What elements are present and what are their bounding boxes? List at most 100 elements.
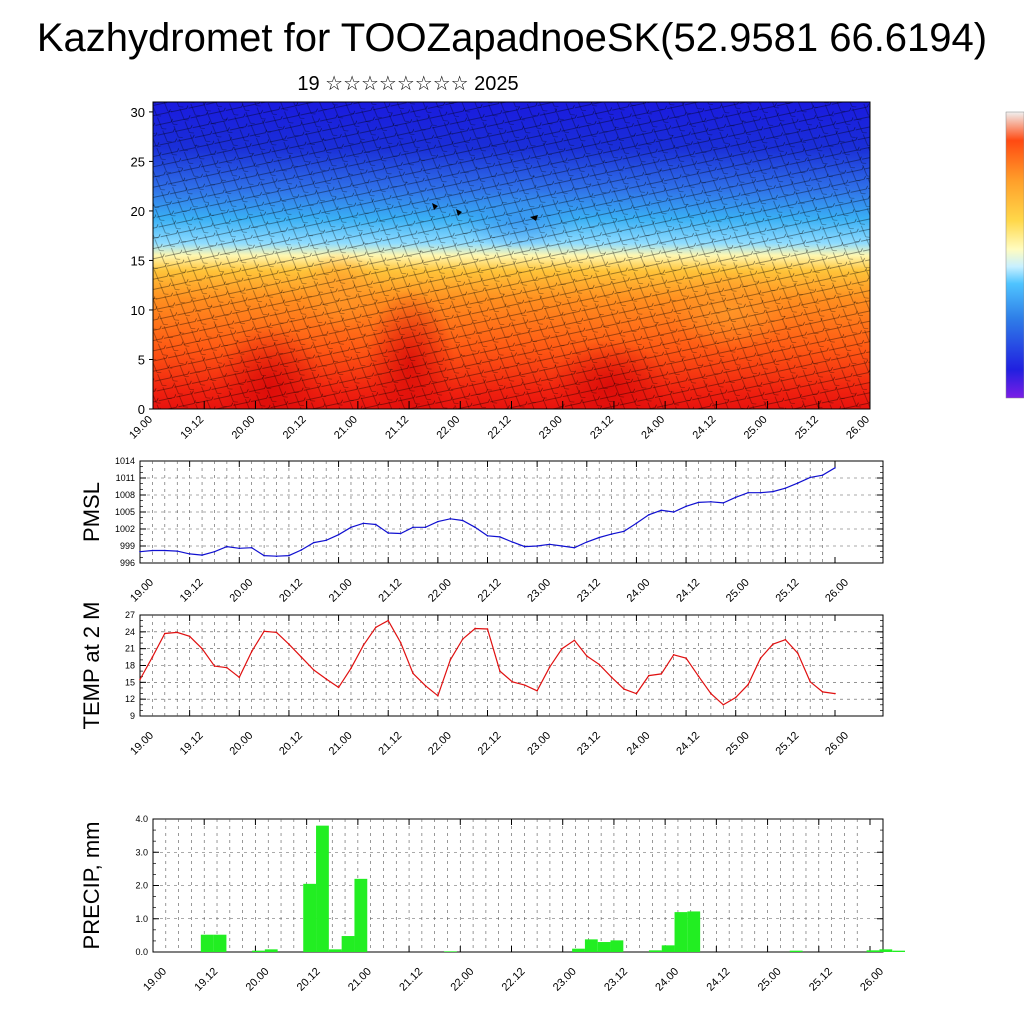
pmsl-y-tick-label: 996 (120, 558, 135, 568)
temp-x-tick-label: 20.00 (227, 730, 255, 758)
pmsl-x-tick-label: 22.12 (476, 577, 504, 605)
pmsl-point (772, 490, 774, 493)
temp-point (325, 678, 327, 680)
pmsl-point (784, 487, 787, 490)
temp-point (610, 676, 613, 679)
precip-x-tick-label: 20.12 (295, 966, 323, 994)
precip-bar (264, 949, 278, 952)
temp-y-tick-label: 27 (125, 610, 135, 620)
cross-section-panel (152, 101, 871, 410)
pmsl-point (734, 496, 737, 499)
temp-point (337, 686, 340, 689)
temp-point (796, 652, 799, 654)
temp-point (437, 695, 439, 697)
precip-bar (584, 939, 598, 952)
pmsl-point (263, 554, 265, 557)
pmsl-x-tick-label: 23.00 (525, 577, 553, 605)
pmsl-x-tick-label: 26.00 (823, 577, 851, 605)
precip-x-tick-label: 26.00 (858, 966, 886, 994)
cross-section-x-tick-label: 19.12 (178, 414, 206, 442)
pmsl-point (834, 467, 836, 469)
precip-x-tick-label: 23.12 (602, 966, 630, 994)
temp-point (834, 692, 836, 695)
temp-y-tick-label: 21 (125, 644, 135, 654)
temp-x-tick-label: 20.12 (277, 730, 305, 758)
precip-bar (866, 950, 880, 952)
temp-point (362, 644, 365, 647)
pmsl-point (523, 545, 526, 548)
temp-x-tick-label: 23.00 (525, 730, 553, 758)
cross-section-y-tick-label: 25 (131, 154, 145, 169)
pmsl-x-tick-label: 25.00 (724, 577, 752, 605)
pmsl-y-tick-label: 1008 (115, 490, 135, 500)
precip-bar (354, 878, 368, 952)
temp-point (809, 680, 811, 683)
pmsl-point (275, 555, 278, 557)
temp-x-tick-label: 25.12 (774, 730, 802, 758)
precip-bar (444, 951, 457, 952)
pmsl-point (362, 522, 365, 525)
pmsl-x-tick-label: 19.12 (178, 577, 206, 605)
precip-y-tick-label: 0.0 (135, 947, 148, 957)
pmsl-x-tick-label: 21.00 (327, 577, 355, 605)
pmsl-point (796, 482, 799, 484)
cross-section-x-tick-label: 21.12 (383, 414, 411, 442)
temp-x-tick-label: 26.00 (823, 730, 851, 758)
cross-section-x-tick-label: 25.12 (793, 414, 821, 442)
pmsl-point (375, 523, 377, 526)
pmsl-point (747, 491, 749, 494)
pmsl-point (412, 526, 414, 529)
pmsl-point (449, 518, 452, 520)
temp-point (722, 703, 725, 706)
temp-point (772, 643, 774, 645)
pmsl-y-tick-label: 1011 (116, 473, 135, 483)
pmsl-point (759, 491, 762, 494)
pmsl-x-tick-label: 21.12 (376, 577, 404, 605)
precip-x-tick-label: 19.12 (192, 966, 220, 994)
pmsl-point (648, 514, 650, 516)
precip-x-tick-label: 20.00 (244, 966, 272, 994)
temp-point (660, 673, 663, 675)
pmsl-point (511, 541, 514, 543)
precip-x-tick-label: 21.00 (346, 966, 374, 994)
pmsl-point (660, 509, 663, 512)
pmsl-y-tick-label: 1002 (115, 524, 135, 534)
pmsl-x-tick-label: 24.00 (625, 577, 653, 605)
precip-bar (879, 949, 893, 952)
cross-section-y-tick-label: 5 (138, 352, 145, 367)
pmsl-x-tick-label: 20.12 (277, 577, 305, 605)
precip-bar (572, 948, 585, 952)
temp-x-tick-label: 24.12 (674, 730, 702, 758)
temp-point (288, 643, 290, 645)
temp-point (300, 656, 303, 658)
pmsl-point (151, 549, 154, 552)
temp-point (573, 639, 576, 642)
cross-section-y-tick-label: 15 (131, 253, 145, 268)
temp-point (238, 676, 241, 679)
temp-x-tick-label: 21.00 (327, 730, 355, 758)
pmsl-point (164, 549, 166, 552)
precip-bar (252, 950, 265, 952)
temp-y-tick-label: 24 (125, 627, 135, 637)
pmsl-point (288, 554, 290, 557)
precip-bar (789, 950, 803, 952)
precip-bar (687, 911, 701, 952)
pmsl-point (585, 541, 588, 543)
temp-point (151, 656, 154, 658)
precip-x-tick-label: 19.00 (141, 966, 169, 994)
temp-point (499, 670, 501, 672)
pmsl-point (672, 511, 675, 513)
precip-bar (316, 825, 329, 952)
pmsl-point (685, 505, 687, 508)
temp-point (164, 632, 166, 635)
cross-section-x-tick-label: 20.12 (281, 414, 309, 442)
cross-section-x-tick-label: 23.00 (537, 414, 565, 442)
temp-point (312, 669, 315, 671)
pmsl-point (623, 530, 625, 533)
temp-point (188, 635, 191, 638)
precip-bar (303, 883, 317, 952)
pmsl-point (238, 547, 241, 550)
pmsl-y-tick-label: 1005 (115, 507, 135, 517)
precip-bar (610, 940, 624, 952)
cross-section-y-tick-label: 0 (138, 402, 145, 417)
